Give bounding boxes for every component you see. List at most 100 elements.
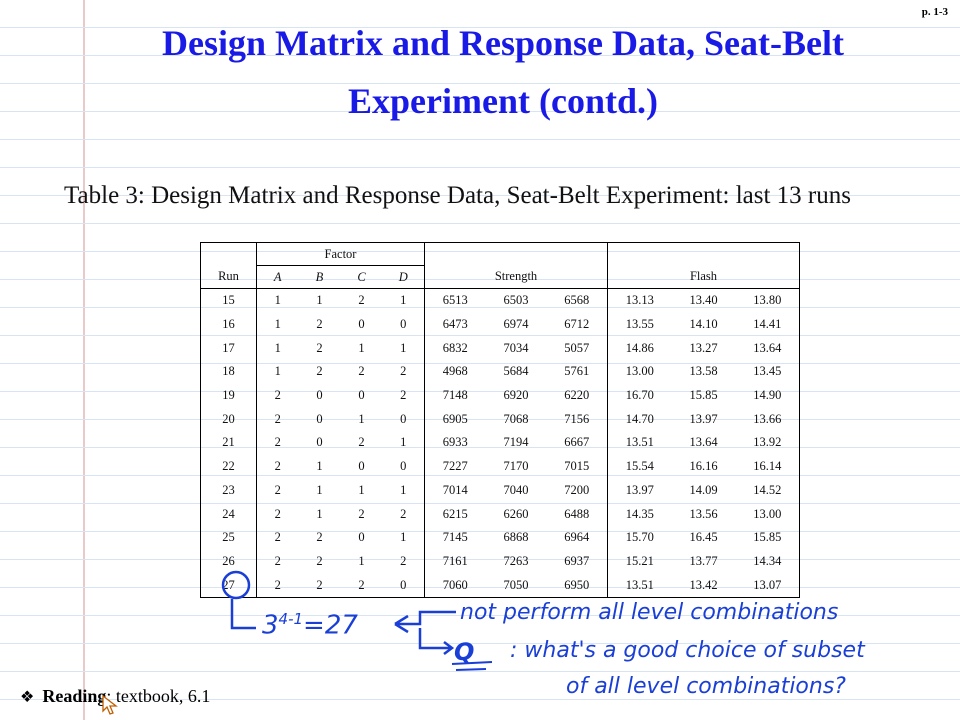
factor-d-cell: 0 (400, 459, 407, 474)
strength-3-cell: 6712 (564, 317, 590, 332)
flash-2-cell: 13.58 (689, 364, 718, 379)
page-number: p. 1-3 (921, 6, 948, 18)
strength-1-cell: 7014 (424, 478, 486, 503)
factor-b-cell: 1 (316, 506, 323, 521)
strength-3-cell: 7015 (564, 459, 590, 474)
strength-1-cell: 7227 (424, 454, 486, 479)
run-cell: 19 (222, 388, 235, 403)
strength-2-cell: 6920 (503, 388, 529, 403)
flash-1-cell: 13.13 (607, 288, 672, 313)
strength-3-cell: 7156 (564, 411, 590, 426)
strength-1-cell: 6832 (424, 336, 486, 361)
factor-a-header: A (256, 265, 299, 289)
factor-c-cell: 0 (358, 530, 365, 545)
factor-b-cell: 1 (316, 293, 323, 308)
factor-c-cell: 0 (358, 459, 365, 474)
flash-1-cell: 13.51 (607, 431, 672, 455)
run-cell: 20 (222, 411, 235, 426)
strength-2-cell: 7034 (503, 340, 529, 355)
strength-2-cell: 7068 (503, 411, 529, 426)
flash-3-cell: 13.92 (753, 435, 782, 450)
mouse-pointer-icon (102, 695, 118, 715)
factor-d-cell: 1 (400, 435, 407, 450)
run-cell: 22 (222, 459, 235, 474)
table-row: 18 1 2 2 2 4968 5684 5761 13.00 13.58 13.45 (201, 360, 800, 384)
flash-1-cell: 14.35 (607, 502, 672, 526)
flash-2-cell: 13.27 (689, 340, 718, 355)
factor-a-cell: 1 (256, 288, 299, 313)
factor-d-header: D (382, 265, 425, 289)
flash-2-cell: 14.10 (689, 317, 718, 332)
title-line-1: Design Matrix and Response Data, Seat-Be… (162, 23, 844, 63)
arrow-formula-to-note (394, 610, 456, 634)
title-line-2: Experiment (contd.) (348, 81, 658, 121)
question-label: Q (454, 638, 475, 666)
table-row: 15 1 1 2 1 6513 6503 6568 13.13 13.40 13.80 (201, 288, 800, 313)
strength-header: Strength (424, 265, 608, 289)
table-row: 26 2 2 1 2 7161 7263 6937 15.21 13.77 14.34 (201, 549, 800, 574)
strength-1-cell: 6905 (424, 407, 486, 432)
flash-1-cell: 15.54 (607, 454, 672, 479)
strength-2-cell: 5684 (503, 364, 529, 379)
factor-c-cell: 0 (358, 388, 365, 403)
strength-2-cell: 6974 (503, 317, 529, 332)
strength-header-spacer (424, 242, 608, 266)
flash-2-cell: 13.77 (689, 553, 718, 568)
factor-a-cell: 2 (256, 431, 299, 455)
factor-b-cell: 2 (316, 317, 323, 332)
factor-a-cell: 1 (256, 312, 299, 337)
strength-1-cell: 4968 (424, 360, 486, 384)
reading-label: Reading (42, 686, 107, 706)
flash-3-cell: 13.64 (753, 340, 782, 355)
flash-1-cell: 13.00 (607, 360, 672, 384)
strength-2-cell: 7170 (503, 459, 529, 474)
factor-c-cell: 1 (358, 553, 365, 568)
factor-d-cell: 1 (400, 340, 407, 355)
flash-3-cell: 13.80 (753, 293, 782, 308)
factor-a-cell: 2 (256, 549, 299, 574)
factor-d-cell: 0 (400, 411, 407, 426)
factor-a-cell: 2 (256, 407, 299, 432)
table-row: 21 2 0 2 1 6933 7194 6667 13.51 13.64 13.92 (201, 431, 800, 455)
factor-c-cell: 2 (358, 435, 365, 450)
note-line-3: of all level combinations? (566, 674, 846, 699)
factor-b-header: B (298, 265, 341, 289)
flash-3-cell: 14.52 (753, 482, 782, 497)
note-line-2: Q: what's a good choice of subset (454, 638, 865, 666)
formula-result: =27 (303, 610, 358, 641)
flash-3-cell: 13.00 (753, 506, 782, 521)
factor-b-cell: 2 (316, 577, 323, 592)
reading-text: : textbook, 6.1 (106, 686, 211, 706)
strength-3-cell: 5057 (564, 340, 590, 355)
flash-3-cell: 13.07 (753, 577, 782, 592)
flash-1-cell: 13.97 (607, 478, 672, 503)
strength-3-cell: 6568 (564, 293, 590, 308)
table-row: 23 2 1 1 1 7014 7040 7200 13.97 14.09 14.52 (201, 478, 800, 503)
flash-header: Flash (607, 265, 800, 289)
factor-d-cell: 2 (400, 388, 407, 403)
flash-1-cell: 16.70 (607, 383, 672, 408)
strength-3-cell: 7200 (564, 482, 590, 497)
flash-3-cell: 14.41 (753, 317, 782, 332)
factor-b-cell: 0 (316, 435, 323, 450)
run-cell: 24 (222, 506, 235, 521)
factor-d-cell: 2 (400, 364, 407, 379)
formula-base: 3 (262, 610, 279, 641)
factor-b-cell: 2 (316, 530, 323, 545)
table-row: 24 2 1 2 2 6215 6260 6488 14.35 13.56 13.00 (201, 502, 800, 526)
run-cell: 26 (222, 553, 235, 568)
factor-c-cell: 2 (358, 293, 365, 308)
factor-a-cell: 1 (256, 360, 299, 384)
strength-1-cell: 6933 (424, 431, 486, 455)
flash-1-cell: 13.55 (607, 312, 672, 337)
flash-2-cell: 13.56 (689, 506, 718, 521)
flash-2-cell: 16.16 (689, 459, 718, 474)
table-row: 17 1 2 1 1 6832 7034 5057 14.86 13.27 13.64 (201, 336, 800, 361)
factor-d-cell: 1 (400, 293, 407, 308)
flash-3-cell: 14.90 (753, 388, 782, 403)
strength-1-cell: 6215 (424, 502, 486, 526)
factor-b-cell: 0 (316, 411, 323, 426)
strength-2-cell: 6868 (503, 530, 529, 545)
factor-b-cell: 1 (316, 459, 323, 474)
flash-1-cell: 14.70 (607, 407, 672, 432)
